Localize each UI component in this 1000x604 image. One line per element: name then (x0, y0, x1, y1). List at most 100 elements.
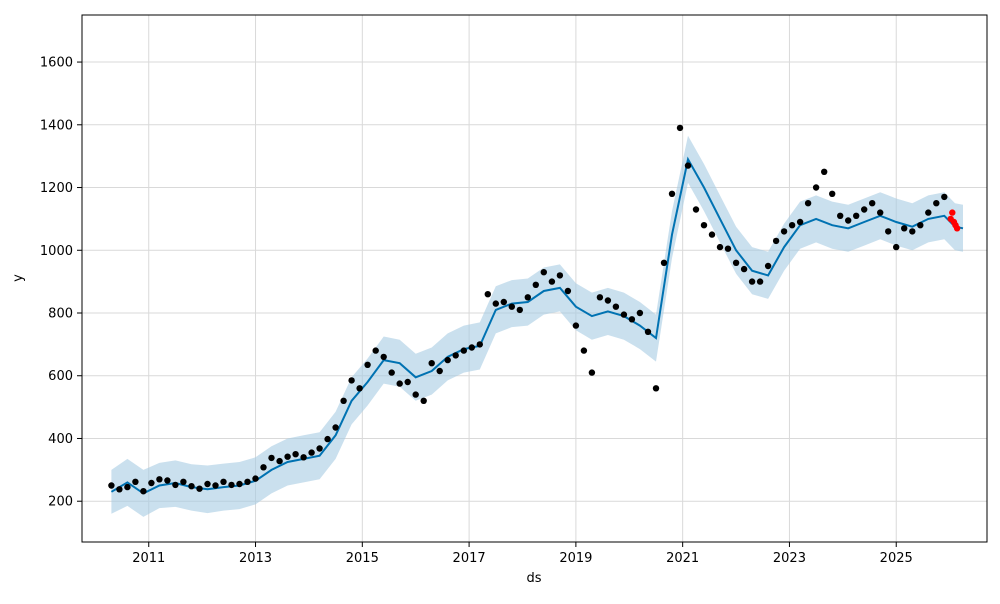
observed-point (845, 217, 852, 224)
x-tick-label: 2021 (666, 551, 699, 566)
x-tick-label: 2013 (239, 551, 272, 566)
y-tick-label: 400 (48, 432, 73, 447)
observed-point (404, 378, 411, 386)
observed-point (684, 162, 692, 169)
uncertainty-band (111, 135, 963, 517)
observed-point (428, 360, 435, 367)
y-tick-label: 1600 (40, 56, 73, 71)
observed-point (260, 464, 267, 471)
observed-point (796, 218, 804, 226)
observed-point (460, 347, 467, 354)
observed-point (941, 193, 948, 201)
observed-point (620, 311, 628, 318)
observed-point (156, 476, 163, 483)
observed-point (196, 485, 203, 492)
observed-point (180, 478, 187, 485)
observed-point (524, 294, 531, 301)
observed-point (484, 291, 491, 298)
observed-point (380, 353, 387, 361)
x-tick-label: 2025 (880, 551, 913, 566)
observed-point (436, 367, 443, 375)
observed-point (652, 385, 660, 392)
observed-point (837, 212, 844, 219)
observed-point (332, 424, 339, 431)
observed-point (604, 297, 612, 304)
observed-point (933, 200, 940, 207)
observed-point (636, 309, 644, 317)
observed-point (804, 200, 812, 207)
recent-points (947, 209, 961, 232)
observed-point (756, 278, 764, 285)
observed-point (909, 228, 916, 235)
observed-point (124, 483, 131, 491)
observed-point (220, 478, 227, 485)
y-tick-label: 800 (48, 307, 73, 322)
observed-point (324, 435, 331, 443)
y-axis-ticks: 200 400 600 800 1000 1200 1400 1600 (40, 56, 82, 510)
observed-point (316, 445, 323, 452)
x-tick-label: 2019 (559, 551, 592, 566)
observed-point (556, 272, 564, 279)
observed-point (764, 262, 772, 270)
observed-point (780, 228, 788, 235)
x-tick-label: 2017 (453, 551, 486, 566)
observed-point (492, 300, 499, 307)
observed-point (588, 369, 596, 376)
axes-frame (81, 14, 988, 543)
observed-point (132, 478, 139, 485)
observed-point (596, 294, 604, 301)
observed-point (580, 347, 588, 354)
observed-point (772, 237, 780, 245)
observed-point (412, 391, 419, 398)
observed-point (572, 322, 580, 329)
observed-point (700, 222, 708, 229)
observed-point (893, 243, 900, 251)
observed-point (516, 306, 523, 314)
observed-point (821, 168, 828, 175)
observed-point (356, 385, 363, 392)
y-tick-label: 1200 (40, 181, 73, 196)
observed-point (676, 124, 684, 132)
observed-point (869, 200, 876, 207)
observed-point (548, 278, 556, 285)
x-tick-label: 2011 (132, 551, 165, 566)
observed-point (476, 341, 483, 348)
observed-point (740, 265, 748, 273)
observed-point (812, 184, 820, 191)
observed-point (644, 328, 652, 335)
x-axis-label: ds (526, 571, 541, 586)
observed-point (148, 479, 155, 487)
observed-point (540, 269, 547, 276)
observed-point (732, 259, 740, 266)
observed-point (628, 316, 636, 323)
observed-point (885, 228, 892, 235)
observed-point (212, 482, 219, 489)
observed-point (877, 209, 884, 216)
observed-point (917, 222, 924, 229)
observed-point (500, 298, 507, 306)
observed-point (748, 278, 756, 285)
y-tick-label: 200 (48, 495, 73, 510)
recent-point (949, 209, 956, 216)
observed-point (788, 222, 796, 229)
y-tick-label: 1400 (40, 118, 73, 133)
uncertainty-area (111, 135, 963, 517)
observed-point (300, 454, 307, 461)
observed-point (925, 209, 932, 216)
observed-point (861, 206, 868, 213)
observed-point (532, 281, 539, 288)
y-tick-label: 600 (48, 369, 73, 384)
observed-point (508, 303, 515, 310)
observed-point (692, 206, 700, 213)
observed-point (388, 369, 395, 376)
observed-point (172, 481, 179, 489)
observed-point (420, 397, 427, 404)
observed-point (284, 453, 291, 460)
observed-point (829, 190, 836, 197)
observed-point (708, 231, 716, 238)
observed-point (252, 475, 259, 482)
observed-point (372, 347, 379, 354)
observed-point (268, 454, 275, 462)
